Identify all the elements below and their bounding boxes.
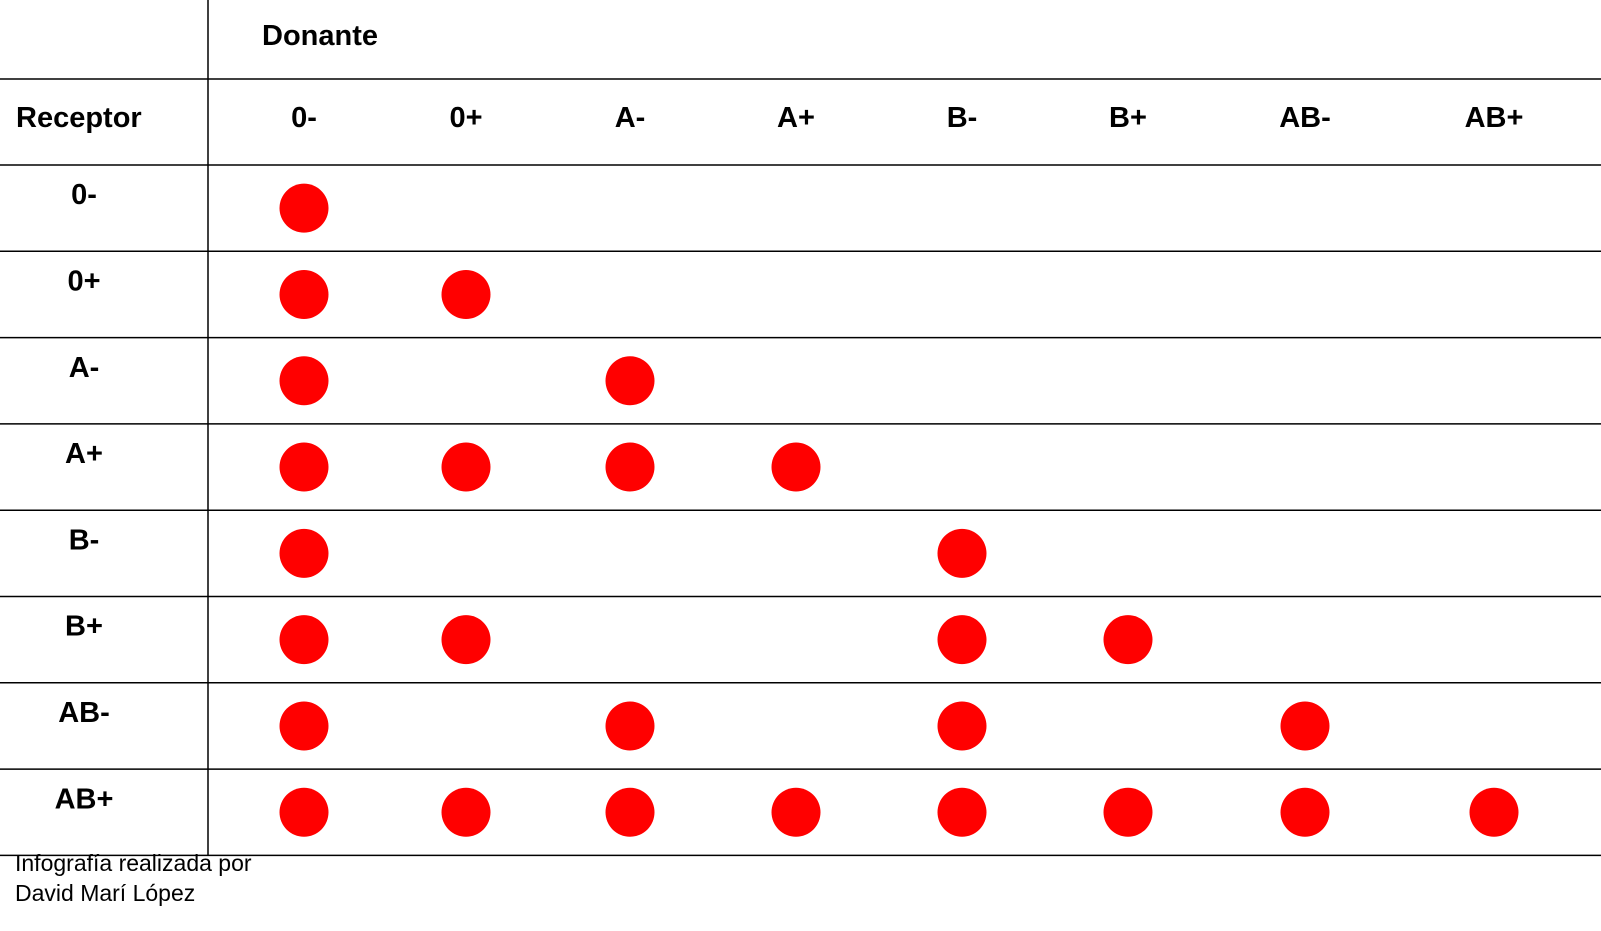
compatibility-dot	[279, 528, 329, 578]
receptor-label: A-	[69, 352, 100, 384]
donor-label: AB-	[1279, 102, 1331, 134]
receptor-label: AB-	[58, 697, 110, 729]
donor-label: A-	[615, 102, 646, 134]
credit-note: Infografía realizada por David Marí Lópe…	[15, 848, 252, 908]
compatibility-dot	[771, 787, 821, 837]
compatibility-dot	[279, 183, 329, 233]
compatibility-dot	[1103, 787, 1153, 837]
receptor-row-labels: 0- 0+ A- A+ B- B+ AB- AB+	[55, 179, 114, 815]
compatibility-dot	[1469, 787, 1519, 837]
donor-label: AB+	[1465, 102, 1524, 134]
compatibility-dot	[279, 356, 329, 406]
compatibility-dot	[1280, 787, 1330, 837]
compatibility-dot	[937, 787, 987, 837]
receptor-label: 0-	[71, 179, 97, 211]
credit-line-2: David Marí López	[15, 880, 196, 906]
compatibility-dot	[605, 442, 655, 492]
receptor-label: B-	[69, 524, 100, 556]
donor-column-labels: 0- 0+ A- A+ B- B+ AB- AB+	[291, 102, 1523, 134]
compatibility-dot	[279, 787, 329, 837]
donor-label: B+	[1109, 102, 1147, 134]
compatibility-dot	[441, 615, 491, 665]
donor-label: B-	[947, 102, 978, 134]
compatibility-dot	[279, 269, 329, 319]
compatibility-dot	[441, 787, 491, 837]
compatibility-dot	[1103, 615, 1153, 665]
compatibility-dot	[605, 787, 655, 837]
receptor-axis-title: Receptor	[16, 102, 142, 134]
compatibility-dot	[279, 701, 329, 751]
compatibility-dot	[937, 528, 987, 578]
compatibility-dot	[279, 615, 329, 665]
credit-line-1: Infografía realizada por	[15, 850, 252, 876]
compatibility-dot	[937, 701, 987, 751]
compatibility-markers	[279, 183, 1519, 837]
receptor-label: 0+	[67, 265, 100, 297]
donor-label: 0-	[291, 102, 317, 134]
compatibility-dot	[937, 615, 987, 665]
compatibility-dot	[1280, 701, 1330, 751]
compatibility-dot	[279, 442, 329, 492]
donor-label: 0+	[449, 102, 482, 134]
compatibility-dot	[441, 442, 491, 492]
receptor-label: B+	[65, 611, 103, 643]
compatibility-dot	[605, 701, 655, 751]
donor-axis-title: Donante	[262, 20, 378, 52]
compatibility-dot	[605, 356, 655, 406]
compatibility-dot	[441, 269, 491, 319]
receptor-label: AB+	[55, 783, 114, 815]
receptor-label: A+	[65, 438, 103, 470]
donor-label: A+	[777, 102, 815, 134]
grid-lines	[0, 0, 1601, 857]
compatibility-dot	[771, 442, 821, 492]
